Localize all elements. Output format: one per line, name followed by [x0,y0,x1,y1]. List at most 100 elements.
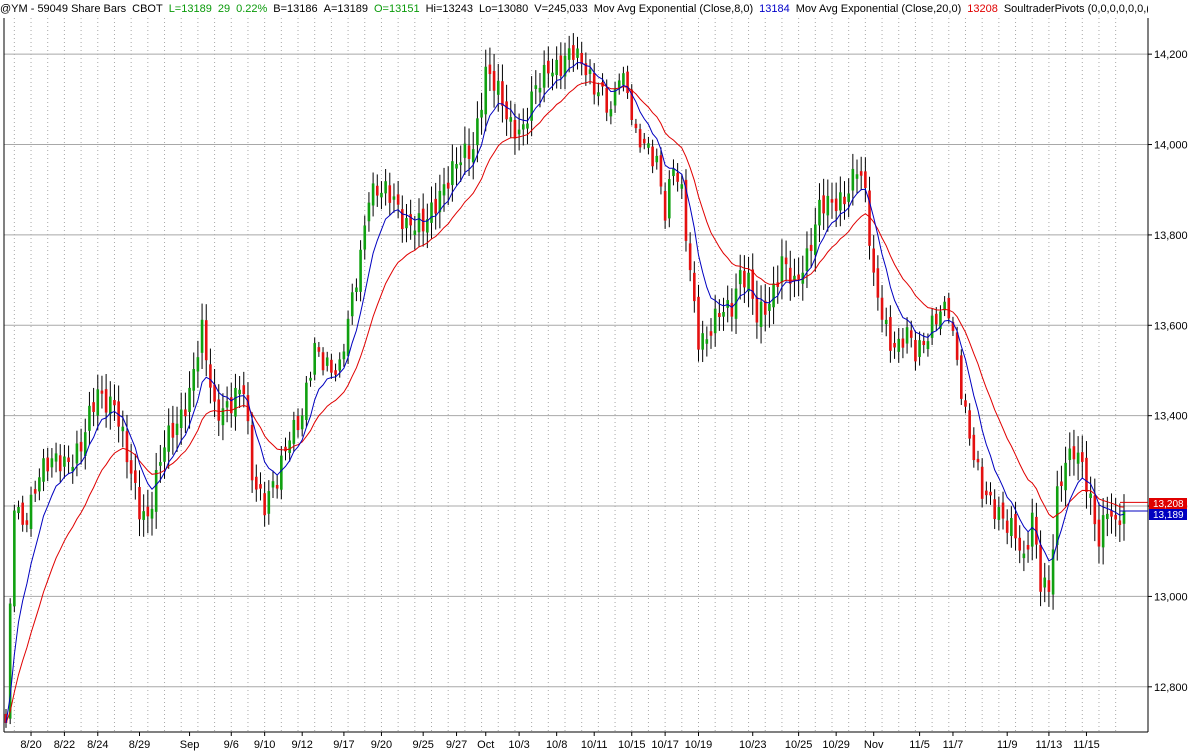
candle-body [609,109,613,117]
candle-body [459,162,463,166]
candle [300,408,304,437]
candle-body [743,270,746,288]
candle-body [46,457,50,472]
candle [509,100,513,139]
ema-20-line [5,80,1125,724]
candle [839,176,842,227]
candle [830,182,834,219]
candle [622,66,625,92]
candle [234,373,237,431]
x-tick-label: Nov [864,739,884,751]
candle [296,408,300,438]
candle [705,326,709,357]
candle-body [788,267,792,284]
candle-body [63,456,66,467]
candle [438,174,442,229]
candle [129,443,133,491]
candle [647,136,650,155]
moving-averages [5,61,1125,724]
candle [784,240,788,282]
candle [1122,494,1126,541]
candle [417,198,421,248]
candle-body [254,476,258,490]
x-tick-label: 10/8 [546,739,567,751]
candle [175,406,179,452]
candle-body [559,55,563,76]
candle-body [1101,515,1105,548]
candle-body [401,209,404,230]
candle [759,285,763,344]
candle [363,215,367,260]
candle [864,157,867,203]
x-tick-label: 8/20 [20,739,41,751]
candle-body [317,347,321,352]
candle-body [722,311,725,317]
candle-body [1118,520,1122,525]
candle [947,292,951,324]
candle-body [688,243,692,271]
candle [346,310,350,364]
candle-body [75,443,79,464]
candle-body [409,214,412,226]
candle [563,42,567,90]
last-price-tag-label: 13,189 [1153,510,1184,521]
candle [680,173,684,199]
candle [688,232,692,282]
candle [280,445,283,500]
candle-body [647,143,650,148]
candle-body [1064,462,1067,491]
candle-body [446,182,450,189]
candle [768,287,771,328]
candle [905,317,909,354]
x-tick-label: 11/5 [909,739,930,751]
last-price-tag [1149,498,1187,509]
candle [1068,432,1072,477]
candle-body [484,66,488,115]
candle [471,132,475,180]
candle [534,70,538,105]
candle-body [188,387,191,412]
candle [179,392,183,445]
candle [171,405,175,455]
candle-body [517,129,521,135]
candle-body [805,248,809,272]
candle [325,351,329,372]
candle [455,147,458,186]
candle [238,376,241,409]
candle-body [79,441,83,452]
candle [847,178,850,218]
candle [1026,531,1030,563]
candle-body [246,395,250,422]
candle-body [893,342,896,348]
candle [985,481,988,505]
candle-body [225,401,229,408]
candles [4,33,1126,728]
candle-body [480,109,483,118]
candle [1060,465,1063,502]
candle-body [488,64,492,75]
candle [909,320,913,348]
candle [1101,498,1105,565]
candle [275,474,279,499]
candle-body [930,315,934,338]
candle-body [667,179,671,219]
candle [388,172,392,216]
candle [1106,496,1109,537]
candle-body [868,190,871,246]
candle-body [471,149,475,163]
candle [659,147,663,195]
candle-body [780,256,784,283]
candle [92,387,95,427]
candle-body [171,422,175,438]
candle [822,178,825,230]
candle-body [705,339,709,344]
study-ema20-name: Mov Avg Exponential (Close,20,0) [795,3,962,15]
candle [930,308,934,346]
candle [567,35,571,73]
candle [793,258,796,298]
axes [3,18,1152,736]
candle-body [405,218,408,229]
x-tick-label: 10/25 [785,739,813,751]
